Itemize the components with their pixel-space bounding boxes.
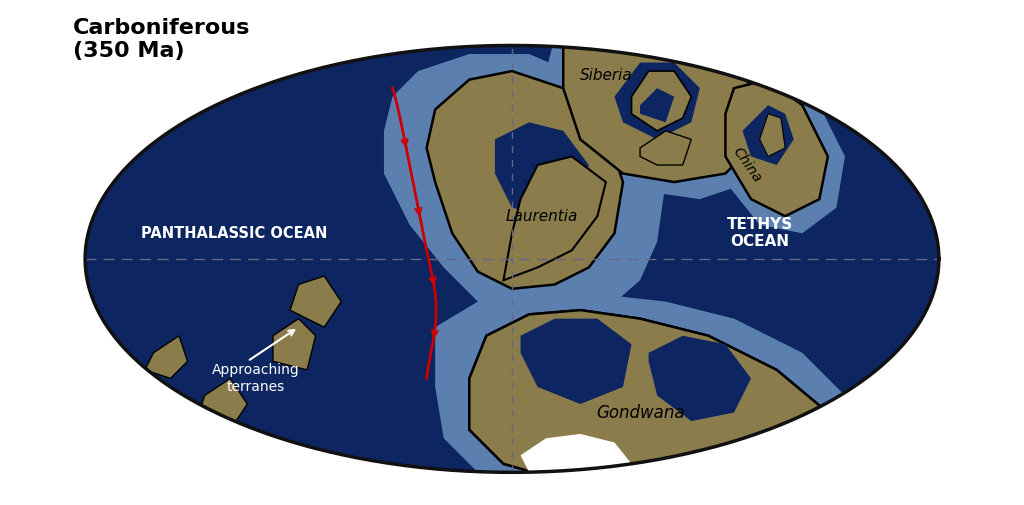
Polygon shape — [648, 336, 751, 421]
Polygon shape — [427, 71, 623, 289]
Polygon shape — [632, 71, 691, 131]
Polygon shape — [469, 310, 837, 489]
Text: Carboniferous
(350 Ma): Carboniferous (350 Ma) — [73, 18, 250, 61]
Polygon shape — [144, 336, 187, 378]
Polygon shape — [640, 88, 674, 122]
Polygon shape — [290, 276, 341, 327]
Text: Laurentia: Laurentia — [506, 209, 579, 224]
Polygon shape — [546, 28, 785, 199]
Text: PANTHALASSIC OCEAN: PANTHALASSIC OCEAN — [141, 226, 328, 241]
Polygon shape — [760, 114, 785, 157]
Polygon shape — [504, 404, 811, 489]
Polygon shape — [709, 71, 845, 233]
Polygon shape — [725, 80, 827, 216]
Polygon shape — [520, 319, 632, 404]
Polygon shape — [640, 131, 691, 165]
Text: TETHYS
OCEAN: TETHYS OCEAN — [726, 217, 793, 249]
Text: Siberia: Siberia — [580, 68, 632, 83]
Polygon shape — [614, 63, 699, 139]
Polygon shape — [563, 37, 760, 182]
Polygon shape — [495, 122, 589, 216]
Polygon shape — [384, 54, 666, 323]
Polygon shape — [469, 310, 837, 489]
Polygon shape — [85, 45, 939, 472]
Text: Gondwana: Gondwana — [596, 403, 684, 422]
Polygon shape — [504, 157, 606, 280]
Polygon shape — [435, 293, 870, 489]
Polygon shape — [273, 319, 315, 370]
Polygon shape — [742, 105, 794, 165]
Text: China: China — [730, 145, 764, 185]
Text: Approaching
terranes: Approaching terranes — [212, 363, 300, 393]
Polygon shape — [520, 434, 632, 481]
Polygon shape — [197, 378, 248, 430]
